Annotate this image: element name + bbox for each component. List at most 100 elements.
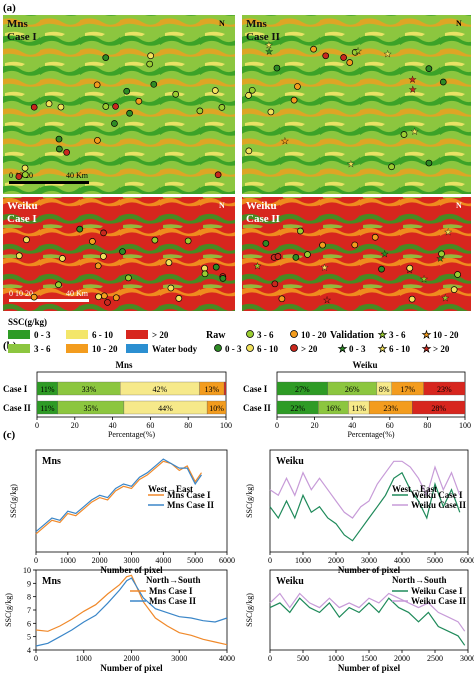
line-legend-label: Mns Case I <box>167 490 211 500</box>
map-star-marker: ★ <box>281 136 289 146</box>
validation-star-icon-6-10: ★ <box>378 344 387 355</box>
map-circle-marker <box>214 171 222 179</box>
legend-swatch-6-10 <box>66 330 88 339</box>
map-circle-marker <box>94 136 101 144</box>
map-circle-marker <box>271 280 279 288</box>
line-series <box>35 458 202 533</box>
bar-chart-mns: Mns Case I 11% 33% 42% 13% Case II 11% 35% 44% 10%… <box>3 360 232 439</box>
map-circle-marker <box>55 281 62 289</box>
bar-x-tick-label: 80 <box>184 421 192 430</box>
line-x-axis-label: Number of pixel <box>100 663 163 673</box>
bar-x-tick-label: 100 <box>459 421 471 430</box>
map-circle-marker <box>135 97 143 105</box>
bar-data-label: 42% <box>153 385 168 394</box>
line-x-tick-label: 0 <box>34 654 38 663</box>
legend-swatch-10-20 <box>66 344 88 353</box>
map-circle-marker <box>211 87 219 94</box>
bar-data-label: 28% <box>431 404 446 413</box>
map-star-marker: ★ <box>354 46 362 56</box>
legend-swatch-0-3 <box>8 330 30 339</box>
map-circle-marker <box>351 241 359 249</box>
bar-category-label: Case I <box>3 384 28 394</box>
map-circle-marker <box>102 54 110 61</box>
raw-label-6-10: 6 - 10 <box>257 344 278 354</box>
map-circle-marker <box>172 90 180 98</box>
map-circle-marker <box>151 236 159 244</box>
map-circle-marker <box>175 295 183 302</box>
line-x-tick-label: 500 <box>297 654 309 663</box>
validation-label-6-10: 6 - 10 <box>389 344 410 354</box>
legend-label-10-20: 10 - 20 <box>92 344 118 354</box>
map-star-marker: ★ <box>384 49 392 59</box>
bar-data-label: 44% <box>158 404 173 413</box>
line-legend-label: Weiku Case II <box>411 596 467 606</box>
bar-data-label: 11% <box>40 404 55 413</box>
map-circle-marker <box>119 248 126 255</box>
bar-segment <box>412 400 466 415</box>
legend-swatch-3-6 <box>8 344 30 353</box>
validation-star-icon-over-20: ★ <box>422 344 431 355</box>
legend-label-water-body: Water body <box>152 344 198 354</box>
bar-x-axis-label: Percentage(%) <box>347 430 394 439</box>
bar-data-label: 8% <box>379 385 390 394</box>
map-circle-marker <box>388 163 395 171</box>
bar-data-label: 11% <box>352 404 367 413</box>
map-star-marker: ★ <box>444 227 452 237</box>
bar-segment <box>223 381 227 396</box>
map-circle-marker <box>292 254 300 261</box>
bar-chart-weiku: Weiku Case I 27% 26% 8% 17% 23% Case II 22% 16% 11… <box>243 360 471 439</box>
line-chart-title: Weiku <box>276 456 304 467</box>
map-star-marker: ★ <box>411 127 419 137</box>
validation-star-icon-3-6: ★ <box>378 330 387 341</box>
bar-data-label: 11% <box>40 385 55 394</box>
line-x-tick-label: 5000 <box>427 556 443 565</box>
map-sample-markers: ★★★★★★★★★★★★★★★★★★ <box>15 40 461 306</box>
map-circle-marker <box>89 237 96 245</box>
bar-x-tick-label: 20 <box>311 421 319 430</box>
map-star-marker: ★ <box>408 74 416 84</box>
line-x-tick-label: 1000 <box>60 556 76 565</box>
line-x-axis-label: Number of pixel <box>338 663 401 673</box>
map-circle-marker <box>184 237 192 245</box>
map-circle-marker <box>371 233 379 241</box>
map-circle-marker <box>310 45 317 53</box>
bar-segment <box>423 381 466 396</box>
raw-label-3-6: 3 - 6 <box>257 330 274 340</box>
map-mns-case-1-raster <box>3 15 235 194</box>
line-legend-label: Mns Case II <box>167 500 215 510</box>
map-circle-marker <box>30 293 38 301</box>
map-star-marker: ★ <box>420 274 428 284</box>
map-weiku-case-1: Weiku Case I N 0 10 20 40 Km <box>3 197 235 311</box>
line-y-axis-label: SSC(g/kg) <box>245 593 254 627</box>
map-circle-marker <box>294 83 301 90</box>
line-y-axis-label: SSC(g/kg) <box>9 484 18 518</box>
map-star-marker: ★ <box>253 261 261 271</box>
map-circle-marker <box>112 103 119 110</box>
legend-validation-title: Validation <box>330 330 375 341</box>
line-direction-label: West→East <box>148 484 193 494</box>
line-series <box>269 471 461 542</box>
validation-label-3-6: 3 - 6 <box>389 330 406 340</box>
legend-swatch-water-body <box>126 344 148 353</box>
line-x-tick-label: 1000 <box>76 654 92 663</box>
map-circle-marker <box>273 64 281 72</box>
map-circle-marker <box>104 299 111 306</box>
map-title-line2: Case I <box>7 31 37 43</box>
bar-chart-title: Weiku <box>352 360 377 370</box>
map-star-marker: ★ <box>265 47 273 57</box>
map-circle-marker <box>63 148 71 156</box>
raw-label-over-20: > 20 <box>301 344 318 354</box>
panel-label-c: (c) <box>3 429 16 441</box>
map-circle-marker <box>147 52 155 60</box>
line-y-tick-label: 6 <box>27 619 31 628</box>
map-circle-marker <box>95 293 102 301</box>
map-circle-marker <box>201 270 209 278</box>
line-series <box>35 574 228 646</box>
line-y-tick-label: 4 <box>27 646 31 655</box>
map-weiku-case-1-raster <box>3 197 235 311</box>
line-chart-title: Mns <box>42 456 61 467</box>
map-circle-marker <box>30 103 38 111</box>
raw-marker-icon-6-10 <box>246 344 254 352</box>
map-circle-marker <box>57 103 65 111</box>
